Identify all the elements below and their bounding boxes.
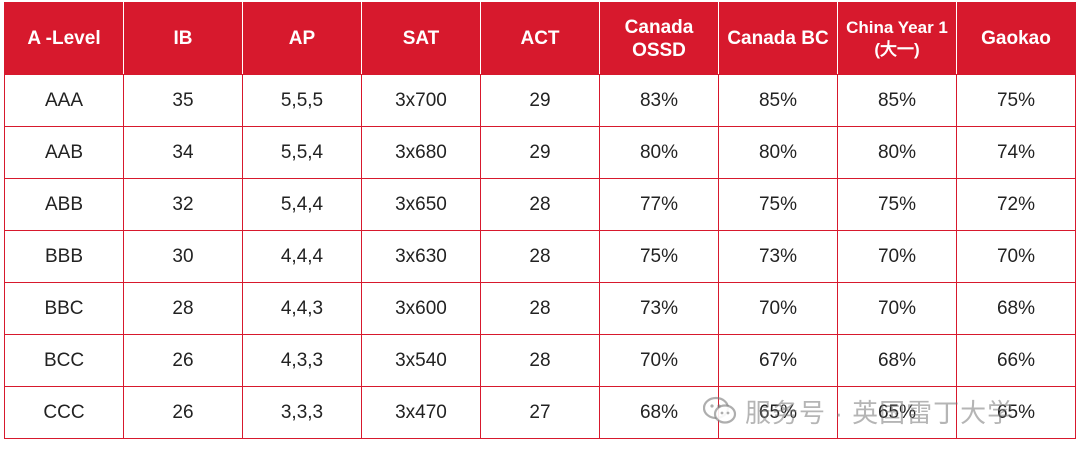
- table-cell: BBB: [4, 230, 124, 283]
- table-cell: CCC: [4, 386, 124, 439]
- table-cell: 3x630: [361, 230, 481, 283]
- header-row: A -Level IB AP SAT ACT Canada OSSD Canada…: [4, 2, 1076, 75]
- header-canada-bc: Canada BC: [718, 2, 838, 75]
- header-canada-ossd: Canada OSSD: [599, 2, 719, 75]
- table-cell: 70%: [837, 230, 957, 283]
- table-cell: 73%: [599, 282, 719, 335]
- table-cell: 73%: [718, 230, 838, 283]
- table-cell: 65%: [837, 386, 957, 439]
- table-cell: 68%: [837, 334, 957, 387]
- table-cell: 32: [123, 178, 243, 231]
- table-cell: 5,5,5: [242, 74, 362, 127]
- table-row: BCC 26 4,3,3 3x540 28 70% 67% 68% 66%: [4, 334, 1076, 387]
- header-ib: IB: [123, 2, 243, 75]
- table-cell: 85%: [718, 74, 838, 127]
- table-cell: 70%: [718, 282, 838, 335]
- table-cell: 75%: [599, 230, 719, 283]
- table-cell: 4,4,3: [242, 282, 362, 335]
- table-cell: 85%: [837, 74, 957, 127]
- table-row: AAA 35 5,5,5 3x700 29 83% 85% 85% 75%: [4, 74, 1076, 127]
- table-cell: 4,3,3: [242, 334, 362, 387]
- table-cell: 65%: [956, 386, 1076, 439]
- table-cell: 75%: [956, 74, 1076, 127]
- table-cell: 74%: [956, 126, 1076, 179]
- table-cell: 80%: [837, 126, 957, 179]
- table-cell: 3x600: [361, 282, 481, 335]
- table-cell: 3x680: [361, 126, 481, 179]
- table-row: AAB 34 5,5,4 3x680 29 80% 80% 80% 74%: [4, 126, 1076, 179]
- table-cell: 3x700: [361, 74, 481, 127]
- table-cell: BBC: [4, 282, 124, 335]
- table-cell: 68%: [599, 386, 719, 439]
- table-cell: 65%: [718, 386, 838, 439]
- table-cell: 3x540: [361, 334, 481, 387]
- table-cell: 26: [123, 386, 243, 439]
- table-cell: 28: [480, 334, 600, 387]
- table-body: AAA 35 5,5,5 3x700 29 83% 85% 85% 75% AAB 34 5,5,4 3…: [4, 74, 1076, 439]
- table-cell: 3,3,3: [242, 386, 362, 439]
- table-cell: 29: [480, 126, 600, 179]
- table-row: CCC 26 3,3,3 3x470 27 68% 65% 65% 65%: [4, 386, 1076, 439]
- header-ap: AP: [242, 2, 362, 75]
- table-cell: 3x470: [361, 386, 481, 439]
- table-cell: 80%: [718, 126, 838, 179]
- table-cell: 34: [123, 126, 243, 179]
- table-cell: 70%: [599, 334, 719, 387]
- table-cell: 29: [480, 74, 600, 127]
- table-cell: 67%: [718, 334, 838, 387]
- table-cell: AAA: [4, 74, 124, 127]
- table-cell: 83%: [599, 74, 719, 127]
- table-cell: 68%: [956, 282, 1076, 335]
- header-china-year-1: China Year 1 (大一): [837, 2, 957, 75]
- table-cell: 75%: [718, 178, 838, 231]
- table-row: BBB 30 4,4,4 3x630 28 75% 73% 70% 70%: [4, 230, 1076, 283]
- table-cell: 5,5,4: [242, 126, 362, 179]
- table-cell: 4,4,4: [242, 230, 362, 283]
- table-cell: 28: [480, 230, 600, 283]
- table-cell: 75%: [837, 178, 957, 231]
- table-cell: 28: [480, 282, 600, 335]
- table-cell: 80%: [599, 126, 719, 179]
- table-cell: 26: [123, 334, 243, 387]
- table-cell: 35: [123, 74, 243, 127]
- table-cell: AAB: [4, 126, 124, 179]
- header-a-level: A -Level: [4, 2, 124, 75]
- table-cell: 70%: [956, 230, 1076, 283]
- header-act: ACT: [480, 2, 600, 75]
- equivalency-table: A -Level IB AP SAT ACT Canada OSSD Canada…: [4, 2, 1076, 439]
- table-cell: 3x650: [361, 178, 481, 231]
- header-gaokao: Gaokao: [956, 2, 1076, 75]
- table-cell: 28: [123, 282, 243, 335]
- table-cell: 5,4,4: [242, 178, 362, 231]
- table-cell: 77%: [599, 178, 719, 231]
- table-cell: 30: [123, 230, 243, 283]
- table-cell: 66%: [956, 334, 1076, 387]
- table-cell: ABB: [4, 178, 124, 231]
- table-cell: 27: [480, 386, 600, 439]
- table-cell: BCC: [4, 334, 124, 387]
- table-row: BBC 28 4,4,3 3x600 28 73% 70% 70% 68%: [4, 282, 1076, 335]
- table-cell: 72%: [956, 178, 1076, 231]
- header-sat: SAT: [361, 2, 481, 75]
- table-row: ABB 32 5,4,4 3x650 28 77% 75% 75% 72%: [4, 178, 1076, 231]
- table-cell: 70%: [837, 282, 957, 335]
- table-cell: 28: [480, 178, 600, 231]
